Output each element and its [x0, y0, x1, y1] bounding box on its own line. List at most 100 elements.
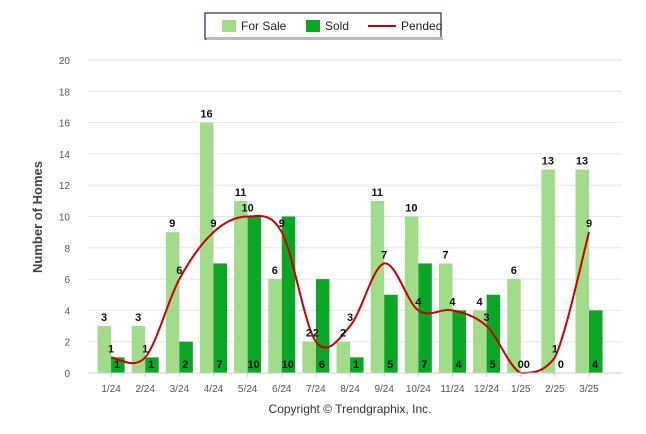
- data-label-for-sale: 9: [169, 218, 175, 230]
- data-label-sold: 4: [592, 359, 599, 371]
- bar-for-sale: [575, 169, 590, 373]
- y-tick-label: 4: [64, 306, 70, 317]
- data-label-pended: 4: [449, 296, 456, 308]
- legend-swatch-for-sale: [222, 20, 236, 32]
- bar-sold: [350, 357, 364, 373]
- data-label-pended: 9: [279, 218, 285, 230]
- data-label-sold: 2: [182, 359, 188, 371]
- bar-for-sale: [370, 200, 385, 373]
- data-label-sold: 0: [558, 359, 564, 371]
- legend-label-sold: Sold: [325, 19, 349, 33]
- data-label-for-sale: 4: [477, 296, 484, 308]
- data-label-sold: 7: [421, 359, 427, 371]
- x-tick-label: 6/24: [272, 384, 292, 395]
- bar-sold: [213, 263, 227, 373]
- bar-sold: [452, 310, 466, 373]
- data-label-for-sale: 3: [101, 312, 107, 324]
- x-tick-label: 1/24: [101, 384, 121, 395]
- bar-for-sale: [165, 232, 180, 373]
- data-label-for-sale: 7: [442, 249, 448, 261]
- y-axis-title: Number of Homes: [30, 161, 45, 273]
- y-tick-label: 14: [59, 150, 71, 161]
- x-tick-label: 3/25: [579, 384, 599, 395]
- bar-sold: [589, 310, 603, 373]
- bar-for-sale: [404, 216, 419, 373]
- bar-for-sale: [507, 279, 521, 373]
- legend-shadow: [207, 37, 443, 40]
- bar-sold: [179, 341, 193, 373]
- data-label-for-sale: 2: [306, 328, 312, 340]
- y-tick-label: 2: [64, 338, 70, 349]
- data-label-sold: 10: [248, 359, 260, 371]
- x-tick-label: 7/24: [306, 384, 326, 395]
- data-label-for-sale: 11: [235, 187, 247, 199]
- legend-swatch-sold: [306, 20, 320, 32]
- x-tick-label: 2/24: [135, 384, 155, 395]
- data-label-pended: 6: [176, 265, 182, 277]
- data-label-for-sale: 11: [371, 187, 383, 199]
- y-tick-label: 0: [64, 369, 70, 380]
- legend-label-for-sale: For Sale: [241, 19, 287, 33]
- legend: For Sale Sold Pended: [204, 12, 443, 40]
- bar-for-sale: [234, 200, 248, 373]
- legend-box: [204, 12, 442, 40]
- data-label-pended: 1: [108, 343, 114, 355]
- bar-sold: [145, 357, 159, 373]
- bar-for-sale: [199, 122, 214, 373]
- data-label-sold: 0: [524, 359, 530, 371]
- bar-sold: [281, 216, 296, 373]
- x-tick-label: 12/24: [474, 384, 499, 395]
- data-label-sold: 5: [387, 359, 393, 371]
- x-tick-label: 3/24: [170, 384, 190, 395]
- x-tick-label: 1/25: [511, 384, 531, 395]
- copyright-footer: Copyright © Trendgraphix, Inc.: [269, 402, 432, 416]
- data-label-pended: 7: [381, 249, 387, 261]
- bar-for-sale: [336, 341, 351, 373]
- y-tick-label: 20: [59, 56, 71, 67]
- data-label-sold: 10: [282, 359, 294, 371]
- data-label-for-sale: 2: [340, 328, 346, 340]
- legend-label-pended: Pended: [401, 19, 442, 33]
- data-label-for-sale: 16: [200, 109, 212, 121]
- data-label-for-sale: 6: [511, 265, 517, 277]
- bar-sold: [418, 263, 432, 373]
- bar-for-sale: [438, 263, 453, 373]
- data-label-for-sale: 6: [272, 265, 278, 277]
- pended-line: [110, 214, 590, 375]
- data-label-for-sale: 10: [405, 203, 417, 215]
- bar-sold: [247, 216, 262, 373]
- data-label-pended: 10: [242, 203, 254, 215]
- data-label-sold: 1: [353, 359, 359, 371]
- y-tick-label: 16: [59, 119, 71, 130]
- data-label-pended: 9: [210, 218, 216, 230]
- y-tick-label: 18: [59, 87, 71, 98]
- data-label-pended: 4: [415, 296, 422, 308]
- data-label-for-sale: 13: [576, 156, 588, 168]
- data-label-sold: 1: [148, 359, 154, 371]
- data-label-pended: 1: [552, 343, 558, 355]
- x-tick-label: 5/24: [238, 384, 258, 395]
- bar-for-sale: [541, 169, 555, 373]
- bar-sold: [384, 294, 398, 373]
- data-label-pended: 3: [347, 312, 353, 324]
- bar-for-sale: [473, 310, 487, 373]
- x-tick-label: 2/25: [545, 384, 565, 395]
- x-tick-label: 11/24: [440, 384, 465, 395]
- bar-sold: [315, 279, 330, 373]
- y-tick-label: 12: [59, 181, 71, 192]
- data-label-sold: 7: [216, 359, 222, 371]
- data-label-pended: 3: [484, 312, 490, 324]
- y-tick-label: 10: [59, 213, 71, 224]
- data-label-pended: 9: [586, 218, 592, 230]
- bar-for-sale: [97, 326, 112, 373]
- data-label-sold: 1: [114, 359, 120, 371]
- data-label-pended: 2: [313, 328, 319, 340]
- data-label-sold: 5: [490, 359, 496, 371]
- x-tick-label: 4/24: [204, 384, 224, 395]
- x-tick-label: 10/24: [406, 384, 431, 395]
- y-tick-label: 6: [64, 275, 70, 286]
- x-tick-label: 9/24: [374, 384, 394, 395]
- data-label-pended: 0: [518, 359, 524, 371]
